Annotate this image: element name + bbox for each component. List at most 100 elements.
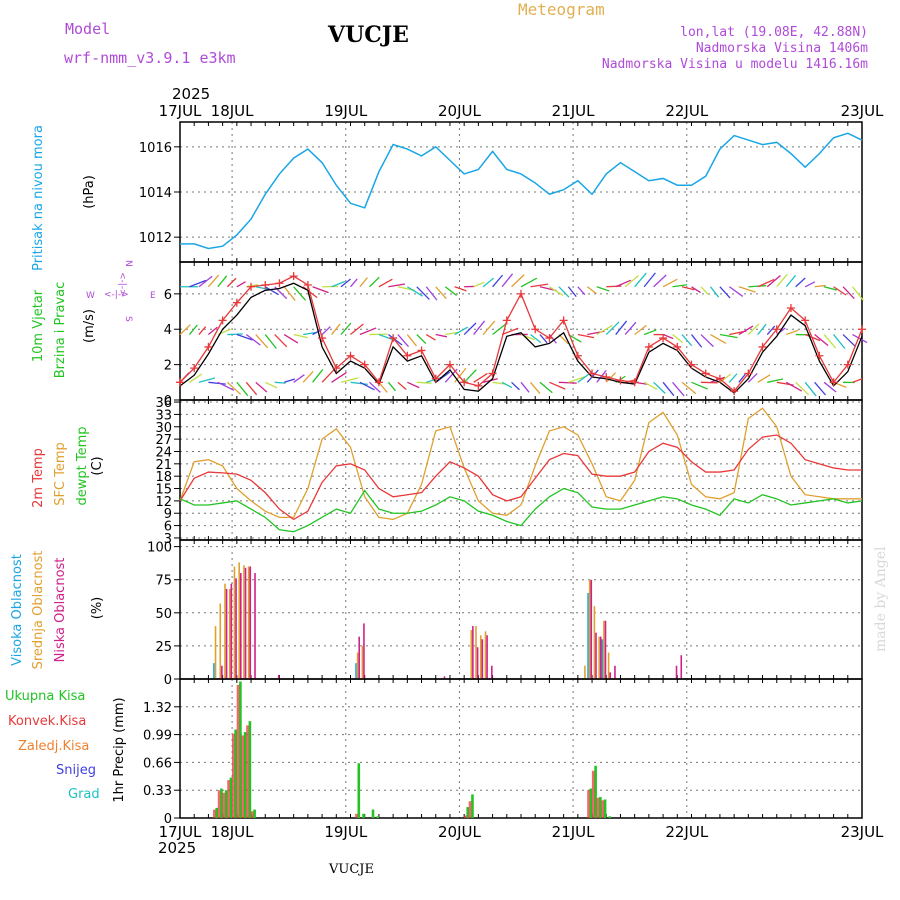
wind-vector [529, 381, 541, 394]
y-tick-label: 24 [155, 445, 172, 460]
wind-vector [321, 369, 335, 383]
wind-vector [672, 381, 685, 397]
wind-vector [274, 334, 288, 348]
wind-vector [293, 374, 305, 383]
wind-vector [643, 381, 658, 390]
precip-bar [362, 813, 365, 818]
dewpt-line [179, 487, 863, 533]
dewpt-label: dewpt Temp [75, 426, 90, 505]
wind-vector [369, 381, 381, 393]
wind-vector [757, 374, 771, 383]
temp2m-label: 2m Temp [31, 448, 46, 508]
compass-west: W [86, 291, 95, 301]
wind-vector [814, 284, 826, 288]
wind-vector [416, 286, 430, 300]
wind-speed-marker [190, 364, 199, 373]
precip-bar [227, 780, 230, 818]
compass-north: N [123, 260, 133, 267]
precip-bar [591, 770, 595, 818]
wind-vector [691, 381, 708, 390]
wind-speed-marker [772, 325, 781, 334]
high-cloud-label: Visoka Oblacnost [10, 554, 25, 666]
wind-vector [303, 331, 316, 336]
mid-cloud-label: Srednja Oblacnost [31, 551, 46, 670]
y-tick-label: 6 [164, 520, 172, 535]
cloud-frame [179, 539, 863, 680]
wind-vector [227, 333, 243, 336]
wind-vector [388, 283, 406, 288]
wind-speed-marker [204, 342, 213, 351]
wind-vector [444, 286, 458, 296]
wind-vector [643, 329, 657, 336]
wind-speed-marker [744, 369, 753, 378]
wind-vector [406, 334, 417, 347]
wind-vector [785, 274, 797, 288]
wind-gust-line [179, 282, 863, 394]
coords-info: lon,lat (19.08E, 42.88N) [680, 25, 868, 40]
wind-vector [425, 286, 438, 301]
wind-speed-marker [715, 374, 724, 383]
precip-bar [601, 800, 604, 818]
legend-frozen: Zaledj.Kisa [18, 739, 89, 754]
wind-vector [226, 277, 237, 288]
wind-unit: (m/s) [82, 309, 97, 343]
y-tick-label: 50 [155, 607, 172, 622]
wind-vector [795, 277, 806, 288]
wind-label-2: Brzina i Pravac [53, 282, 68, 379]
wind-vector [293, 286, 307, 301]
precip-bar [243, 732, 247, 818]
precip-bar [466, 807, 470, 818]
y-tick-label: 0.33 [143, 784, 172, 799]
wind-vector [189, 279, 207, 288]
wind-vector [492, 274, 504, 288]
y-tick-label: 33 [155, 408, 172, 423]
wind-speed-marker [403, 351, 412, 360]
y-tick-label: 100 [147, 541, 172, 556]
wind-vector [662, 278, 678, 288]
wind-vector [549, 286, 564, 296]
precip-bar [248, 721, 252, 818]
wind-vector [549, 381, 566, 390]
wind-vector [264, 286, 279, 296]
pressure-label: Pritisak na nivou mora [31, 125, 46, 271]
precip-panel: 0 0.33 0.66 0.99 1.32 [143, 678, 863, 827]
wind-speed-marker [502, 316, 511, 325]
bottom-year-label: 2025 [158, 839, 196, 857]
y-tick-label: 4 [164, 323, 172, 338]
y-tick-label: 0 [164, 673, 172, 688]
wind-speed-marker [786, 304, 795, 312]
wind-vector [198, 377, 216, 383]
wind-vector [653, 274, 667, 288]
bottom-date-tick: 21JUL [552, 823, 595, 841]
wind-speed-marker [644, 342, 653, 351]
wind-vector [406, 286, 424, 297]
wind-vector [615, 279, 632, 288]
bottom-date-tick: 18JUL [211, 823, 254, 841]
precip-bar [241, 735, 245, 818]
model-label: Model [65, 20, 111, 38]
wind-speed-marker [275, 279, 284, 288]
wind-vector [340, 278, 352, 288]
wind-vector [425, 333, 436, 341]
wind-vector [833, 334, 846, 349]
y-tick-label: 30 [155, 421, 172, 436]
precip-bar [217, 790, 221, 818]
wind-vector [473, 281, 485, 288]
wind-speed-marker [289, 272, 298, 281]
wind-speed-marker [517, 289, 525, 298]
wind-vector [217, 275, 228, 288]
y-tick-label: 3 [164, 532, 172, 547]
wind-vector [236, 333, 253, 341]
wind-vector [245, 381, 258, 396]
wind-speed-marker [659, 334, 668, 343]
precip-bar [464, 815, 467, 818]
precip-bar [250, 811, 254, 818]
wind-vector [501, 381, 513, 389]
wind-vector [690, 334, 703, 348]
compass-rose: W E <-|-> N <-|-> S [86, 260, 156, 322]
wind-vector [321, 326, 331, 336]
wind-vector [255, 334, 269, 349]
y-tick-label: 1014 [139, 186, 172, 201]
